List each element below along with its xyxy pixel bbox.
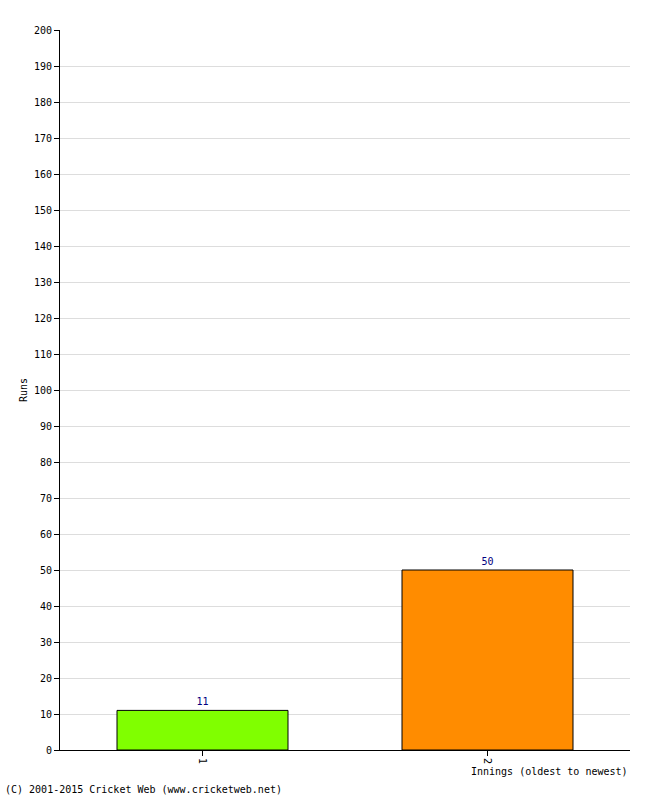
- svg-text:30: 30: [40, 637, 52, 648]
- svg-text:100: 100: [34, 385, 52, 396]
- svg-text:90: 90: [40, 421, 52, 432]
- svg-text:70: 70: [40, 493, 52, 504]
- svg-text:2: 2: [482, 758, 493, 764]
- svg-text:110: 110: [34, 349, 52, 360]
- svg-text:1: 1: [197, 758, 208, 764]
- svg-text:80: 80: [40, 457, 52, 468]
- svg-text:Innings (oldest to newest): Innings (oldest to newest): [471, 766, 628, 777]
- svg-text:11: 11: [196, 696, 208, 707]
- svg-text:160: 160: [34, 169, 52, 180]
- svg-text:120: 120: [34, 313, 52, 324]
- svg-text:0: 0: [46, 745, 52, 756]
- svg-text:(C) 2001-2015 Cricket Web (www: (C) 2001-2015 Cricket Web (www.cricketwe…: [5, 784, 282, 795]
- svg-text:180: 180: [34, 97, 52, 108]
- svg-text:60: 60: [40, 529, 52, 540]
- svg-text:150: 150: [34, 205, 52, 216]
- svg-text:200: 200: [34, 25, 52, 36]
- svg-text:Runs: Runs: [18, 378, 29, 402]
- svg-text:50: 50: [481, 556, 493, 567]
- svg-text:20: 20: [40, 673, 52, 684]
- svg-text:10: 10: [40, 709, 52, 720]
- svg-text:140: 140: [34, 241, 52, 252]
- svg-text:190: 190: [34, 61, 52, 72]
- svg-text:50: 50: [40, 565, 52, 576]
- svg-text:130: 130: [34, 277, 52, 288]
- svg-text:40: 40: [40, 601, 52, 612]
- svg-text:170: 170: [34, 133, 52, 144]
